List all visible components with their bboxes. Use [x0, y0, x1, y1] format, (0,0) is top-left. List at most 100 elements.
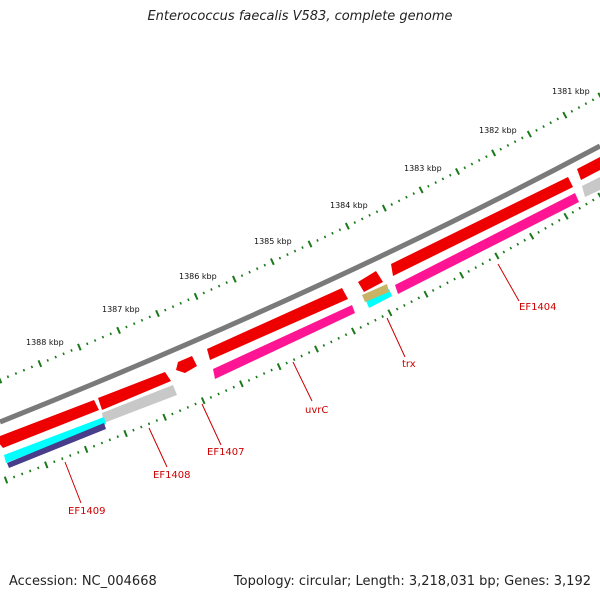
minor-tick	[286, 253, 289, 257]
minor-tick	[488, 258, 492, 262]
major-tick	[423, 290, 429, 298]
minor-tick	[37, 466, 40, 470]
minor-tick	[509, 246, 513, 250]
minor-tick	[542, 125, 545, 128]
major-tick	[455, 167, 460, 176]
gene-leader-line	[292, 361, 313, 402]
minor-tick	[187, 298, 190, 302]
gene-leader-line	[64, 461, 82, 504]
minor-tick	[53, 460, 56, 464]
minor-tick	[301, 246, 304, 249]
minor-tick	[557, 218, 561, 222]
minor-tick	[438, 285, 442, 289]
feature	[366, 289, 392, 308]
cds-band	[0, 157, 600, 448]
major-tick	[597, 92, 600, 99]
minor-tick	[61, 457, 64, 461]
major-tick	[123, 429, 128, 438]
minor-tick	[46, 358, 49, 362]
minor-tick	[186, 405, 190, 409]
minor-tick	[217, 284, 221, 288]
cds-feature	[176, 356, 197, 373]
minor-tick	[209, 395, 213, 399]
minor-tick	[330, 340, 333, 344]
major-tick	[0, 377, 3, 384]
minor-tick	[20, 472, 24, 476]
minor-tick	[585, 202, 588, 206]
major-tick	[562, 111, 568, 119]
minor-tick	[224, 389, 228, 393]
minor-tick	[344, 333, 348, 337]
minor-tick	[463, 166, 467, 170]
minor-tick	[410, 300, 413, 304]
minor-tick	[441, 177, 445, 181]
minor-tick	[92, 444, 96, 448]
minor-tick	[116, 435, 119, 439]
minor-tick	[477, 158, 481, 162]
kbp-label: 1387 kbp	[102, 305, 140, 314]
minor-tick	[412, 192, 416, 195]
map-title: Enterococcus faecalis V583, complete gen…	[147, 9, 453, 24]
minor-tick	[77, 451, 80, 454]
major-tick	[491, 149, 497, 157]
feature-band-gray	[102, 177, 600, 423]
minor-tick	[570, 109, 574, 113]
minor-tick	[535, 128, 538, 132]
gene-label: EF1404	[519, 302, 557, 313]
minor-tick	[30, 365, 34, 369]
minor-tick	[417, 296, 421, 300]
minor-tick	[448, 173, 452, 177]
minor-tick	[263, 263, 267, 267]
minor-tick	[381, 315, 384, 318]
minor-tick	[551, 222, 554, 226]
minor-tick	[584, 102, 588, 106]
minor-tick	[591, 198, 595, 202]
major-tick	[200, 397, 206, 405]
minor-tick	[225, 281, 228, 285]
minor-tick	[591, 98, 595, 102]
minor-tick	[374, 318, 377, 322]
minor-tick	[366, 322, 370, 326]
major-tick	[529, 232, 535, 240]
gene-leader-line	[148, 427, 168, 468]
minor-tick	[474, 266, 478, 269]
kbp-label: 1382 kbp	[479, 126, 517, 135]
cds-feature	[98, 372, 171, 410]
feature	[213, 305, 355, 379]
tick-marks-lower	[3, 192, 600, 484]
major-tick	[307, 240, 313, 248]
minor-tick	[316, 239, 319, 242]
minor-tick	[434, 181, 437, 184]
gene-label: EF1409	[68, 506, 106, 517]
kbp-label: 1383 kbp	[404, 164, 442, 173]
minor-tick	[578, 206, 581, 210]
minor-tick	[12, 475, 16, 479]
major-tick	[563, 212, 569, 220]
gene-leaders	[64, 263, 520, 504]
minor-tick	[140, 425, 143, 429]
minor-tick	[62, 352, 65, 356]
tick-marks-upper	[0, 92, 600, 384]
minor-tick	[29, 469, 32, 473]
minor-tick	[171, 412, 174, 416]
minor-tick	[556, 117, 560, 121]
minor-tick	[427, 184, 430, 188]
cds-feature	[358, 271, 383, 292]
major-tick	[239, 380, 244, 388]
minor-tick	[22, 368, 26, 372]
minor-tick	[307, 351, 311, 354]
minor-tick	[323, 235, 327, 239]
major-tick	[418, 186, 424, 194]
cds-feature	[577, 157, 600, 180]
major-tick	[193, 292, 199, 301]
genome-backbone	[0, 143, 600, 425]
minor-tick	[337, 336, 340, 340]
minor-tick	[390, 203, 394, 206]
major-tick	[231, 275, 237, 283]
minor-tick	[446, 281, 449, 285]
major-tick	[77, 343, 82, 351]
minor-tick	[359, 326, 363, 329]
major-tick	[597, 192, 600, 198]
major-tick	[381, 204, 387, 212]
